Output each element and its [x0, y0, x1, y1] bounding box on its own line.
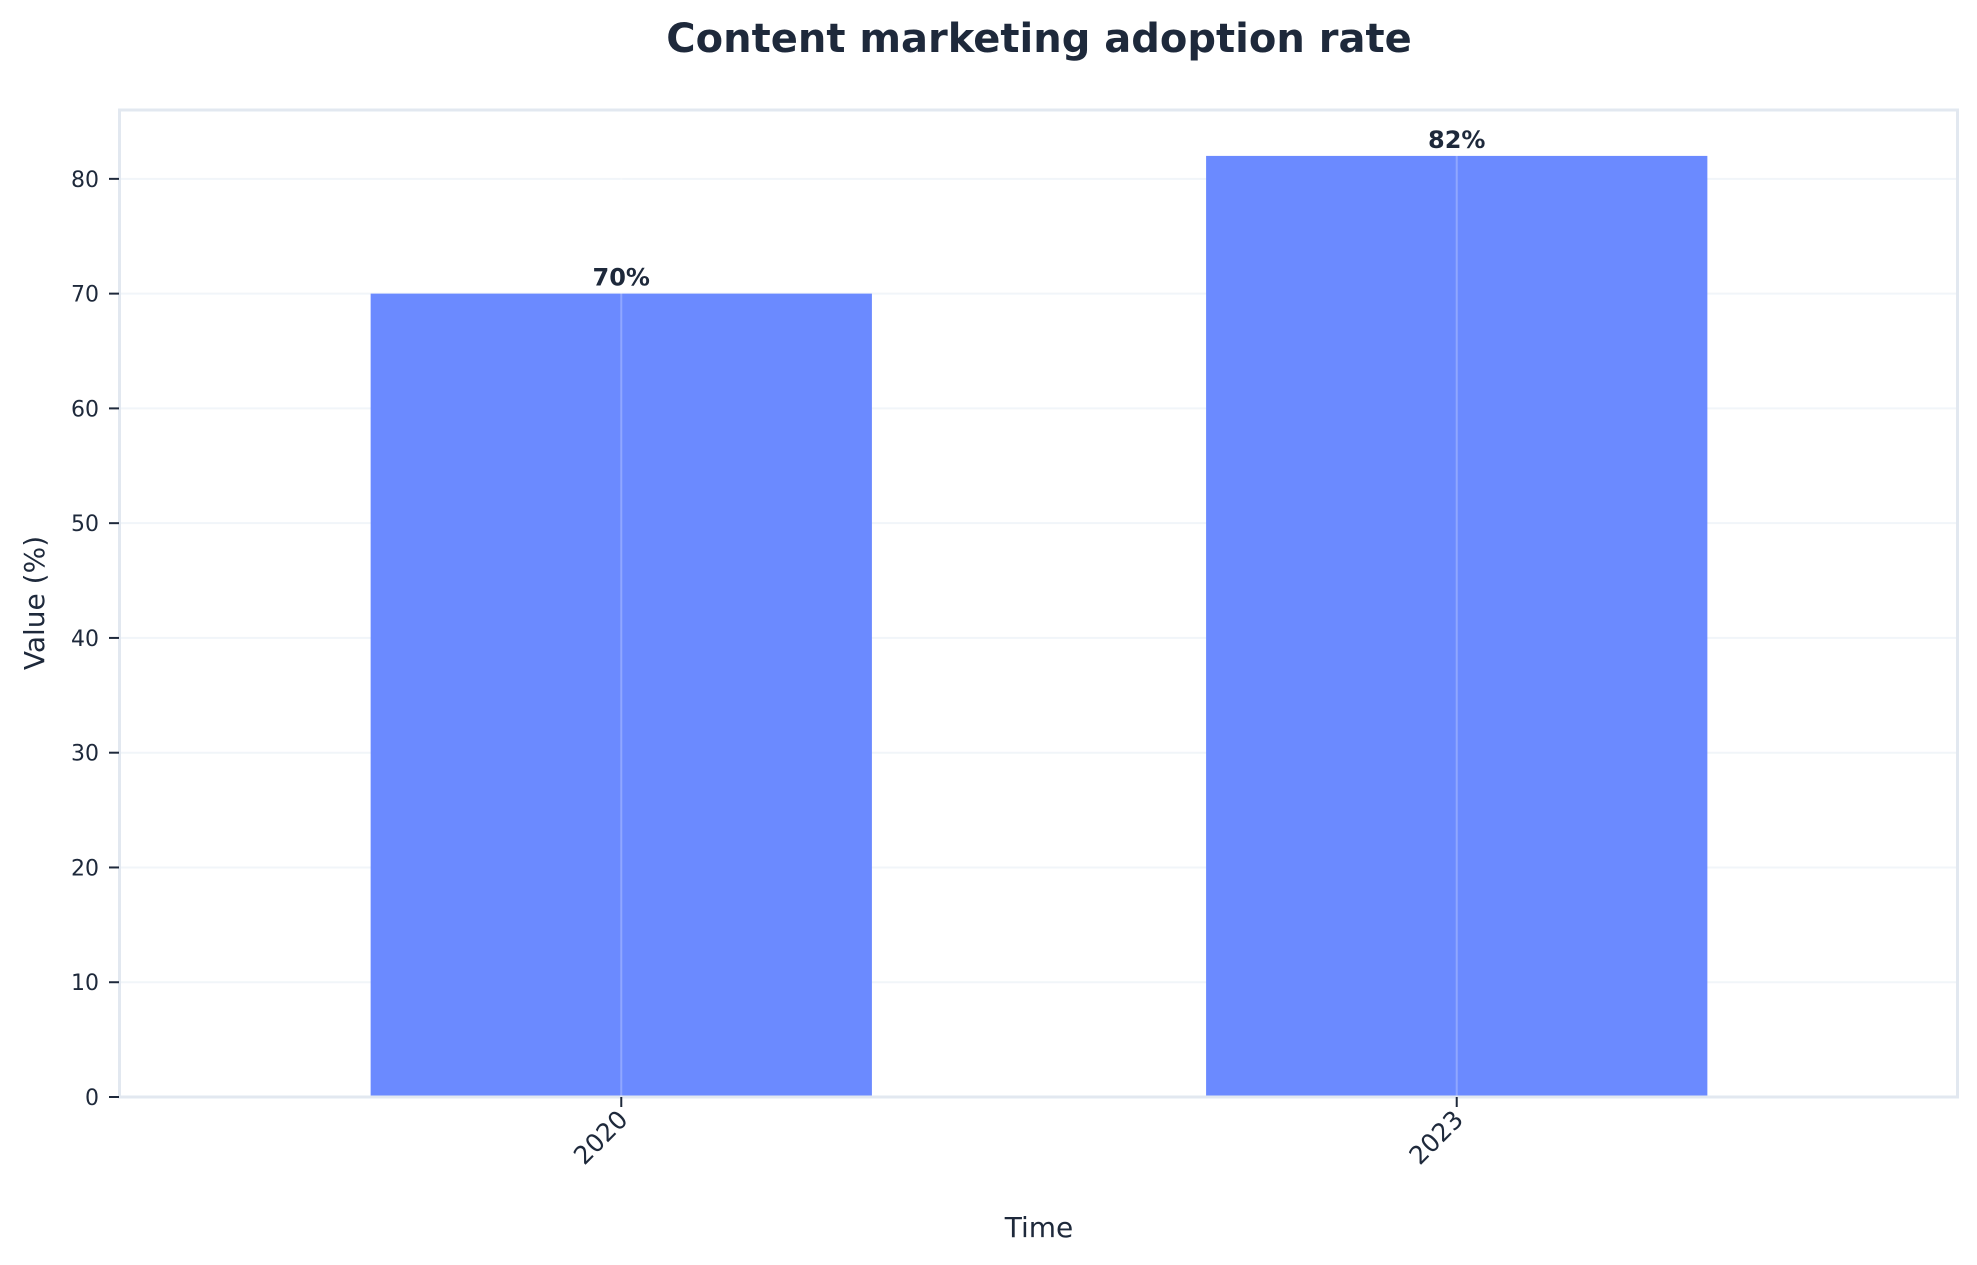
x-tick-label: 2020: [568, 1105, 633, 1170]
bar-value-label: 82%: [1428, 126, 1485, 154]
y-axis: 0 10 20 30 40 50 60 70 80: [71, 168, 119, 1111]
bar-series: [370, 155, 1708, 1097]
y-tick-label: 70: [71, 283, 99, 308]
bar-2020: [370, 293, 872, 1097]
plot-area-frame: [118, 108, 1959, 1099]
y-tick-label: 50: [71, 512, 99, 537]
y-tick-label: 40: [71, 627, 99, 652]
y-tick-label: 20: [71, 856, 99, 881]
y-tick-label: 30: [71, 742, 99, 767]
x-axis: 2020 2023: [568, 1097, 1469, 1170]
bar-value-label: 70%: [593, 264, 650, 292]
x-axis-label: Time: [1004, 1211, 1074, 1244]
chart-title: Content marketing adoption rate: [666, 16, 1411, 62]
y-tick-label: 60: [71, 397, 99, 422]
bar-value-labels: 70% 82%: [593, 126, 1486, 292]
bar-2023: [1206, 155, 1708, 1097]
y-tick-label: 0: [85, 1086, 99, 1111]
vertical-gridlines: [620, 110, 1458, 1097]
y-tick-label: 10: [71, 971, 99, 996]
y-axis-label: Value (%): [18, 536, 51, 670]
y-tick-label: 80: [71, 168, 99, 193]
x-tick-label: 2023: [1403, 1105, 1468, 1170]
